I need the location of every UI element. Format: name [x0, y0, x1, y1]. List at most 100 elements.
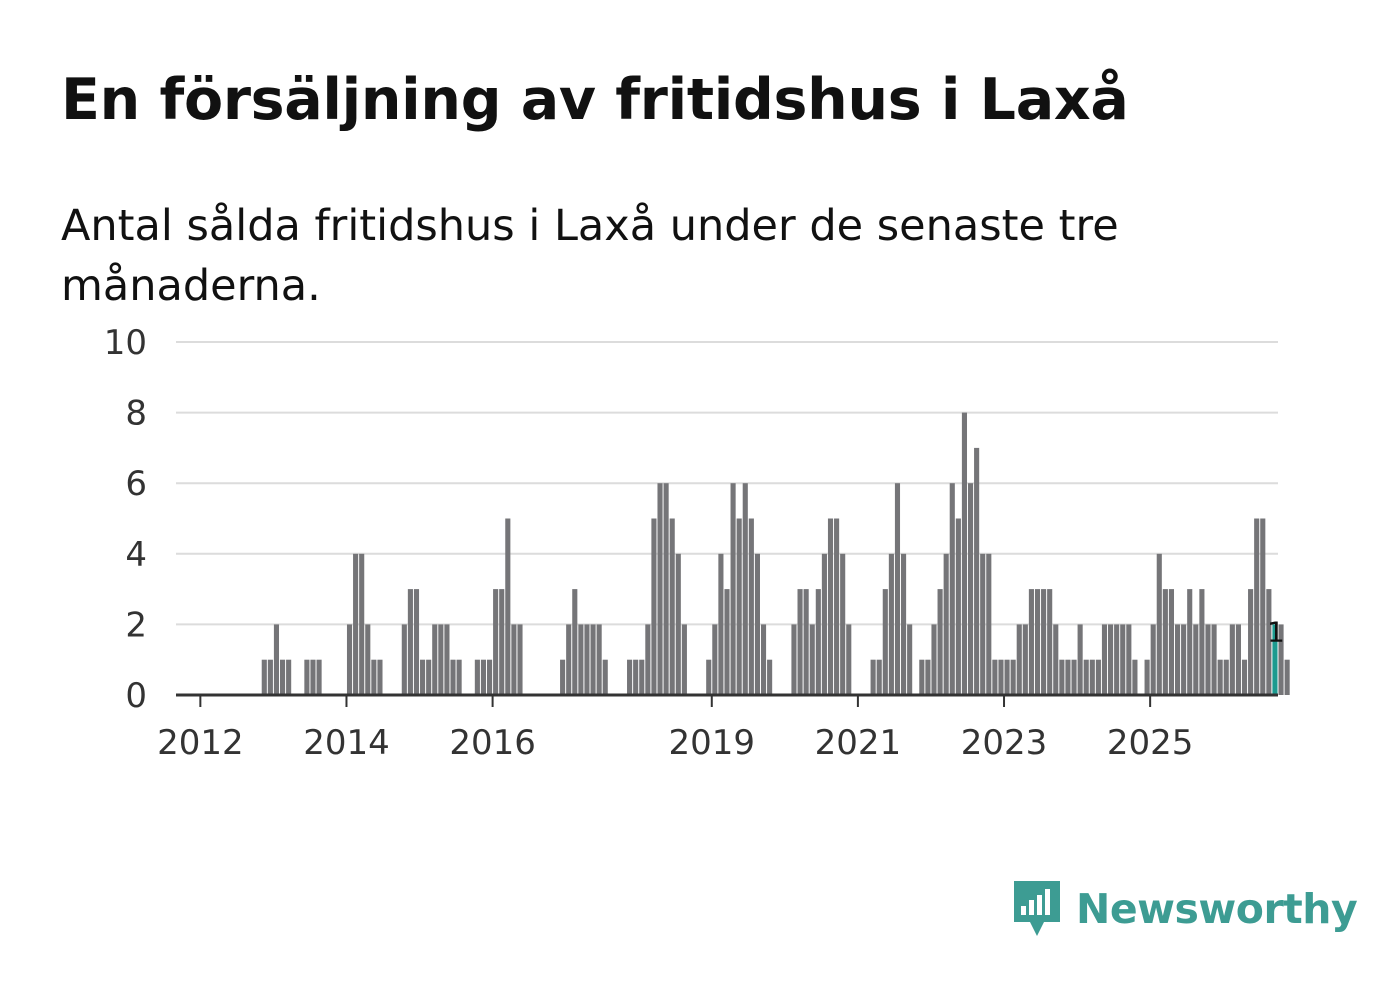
bar	[754, 553, 760, 695]
bar	[834, 518, 840, 695]
bar	[480, 659, 487, 695]
bar	[456, 659, 462, 695]
x-tick-label: 2014	[303, 723, 390, 763]
bar	[986, 553, 992, 695]
bar	[511, 624, 517, 695]
bar	[493, 589, 499, 695]
bar	[1041, 589, 1047, 695]
bar	[426, 659, 432, 695]
bar	[566, 624, 572, 695]
bar	[1022, 624, 1028, 695]
bar	[353, 553, 359, 695]
bar	[943, 553, 949, 695]
bar	[1229, 624, 1235, 695]
bar	[1095, 659, 1101, 695]
bar	[657, 483, 663, 695]
y-tick-label: 10	[104, 323, 147, 363]
bar	[1205, 624, 1211, 695]
bar	[1241, 659, 1248, 695]
bar	[712, 624, 718, 695]
bar	[1278, 624, 1284, 695]
bar	[706, 659, 712, 695]
bar	[1187, 589, 1193, 695]
bar	[1126, 624, 1132, 695]
bar	[1034, 589, 1041, 695]
bar	[584, 624, 590, 695]
bar	[627, 659, 633, 695]
bar	[724, 589, 730, 695]
bar	[1028, 589, 1034, 695]
bar	[931, 624, 937, 695]
bar	[809, 624, 815, 695]
bar	[681, 624, 687, 695]
bar	[967, 483, 974, 695]
bar	[840, 553, 846, 695]
bar	[1162, 589, 1168, 695]
bar	[1156, 553, 1162, 695]
bar	[748, 518, 754, 695]
bar	[882, 589, 888, 695]
bar	[992, 659, 998, 695]
bar	[310, 659, 316, 695]
bar	[1004, 659, 1010, 695]
bar-chart: 0 2 4 6 8 10 2012 2014 2016 2019 2021 2023 2025 1	[104, 323, 1290, 763]
bar	[925, 659, 931, 695]
newsworthy-logo: Newsworthy	[1010, 878, 1358, 940]
newsworthy-logo-icon	[1014, 881, 1060, 936]
bar	[961, 412, 968, 695]
chart-subtitle: Antal sålda fritidshus i Laxå under de s…	[61, 201, 1119, 311]
y-tick-label: 4	[125, 535, 147, 575]
bar	[377, 659, 383, 695]
bar	[413, 589, 420, 695]
bar	[590, 624, 596, 695]
bar	[1083, 659, 1089, 695]
bar	[907, 624, 913, 695]
bar	[602, 659, 608, 695]
bar	[401, 624, 407, 695]
brand-name: Newsworthy	[1076, 885, 1358, 933]
bar	[1193, 624, 1199, 695]
bar	[663, 483, 669, 695]
bar	[273, 624, 280, 695]
y-tick-label: 0	[125, 676, 147, 716]
bar	[517, 624, 523, 695]
bar	[876, 659, 882, 695]
bar	[261, 659, 267, 695]
bar	[998, 659, 1004, 695]
bar	[791, 624, 797, 695]
bar	[669, 518, 675, 695]
bar	[1223, 659, 1229, 695]
bar	[279, 659, 286, 695]
bar	[645, 624, 651, 695]
bar	[742, 483, 748, 695]
bar	[980, 553, 986, 695]
y-tick-label: 8	[125, 394, 147, 434]
bar	[1053, 624, 1059, 695]
bar	[736, 518, 742, 695]
bar	[1266, 589, 1272, 695]
bar	[974, 447, 980, 695]
bar	[675, 553, 681, 695]
x-tick-label: 2021	[815, 723, 902, 763]
bar	[846, 624, 852, 695]
bar	[1089, 659, 1095, 695]
bar	[718, 553, 724, 695]
bar	[1168, 589, 1175, 695]
bar	[888, 553, 894, 695]
bar	[815, 589, 821, 695]
bar	[1120, 624, 1126, 695]
bar	[505, 518, 511, 695]
bar	[286, 659, 292, 695]
y-tick-label: 2	[125, 605, 147, 645]
bar	[1254, 518, 1260, 695]
bar	[420, 659, 426, 695]
bar	[346, 624, 353, 695]
bar	[1132, 659, 1138, 695]
bar	[1065, 659, 1071, 695]
bar	[1217, 659, 1223, 695]
x-tick-label: 2025	[1107, 723, 1194, 763]
bar	[1211, 624, 1217, 695]
bar	[937, 589, 943, 695]
y-tick-label: 6	[125, 464, 147, 504]
bar	[1101, 624, 1108, 695]
